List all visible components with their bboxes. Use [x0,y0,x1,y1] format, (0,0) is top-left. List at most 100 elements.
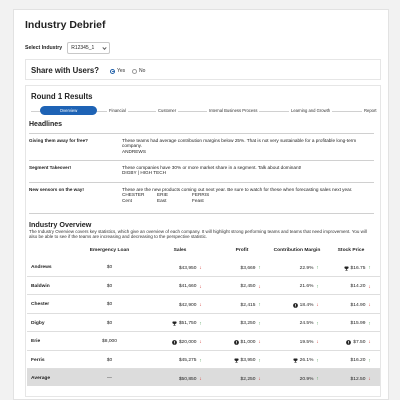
industry-select-value: R12345_1 [71,45,95,51]
table-row: Ferris $0 $45,275 ↑ $3,950 ↑ 26.1% ↑ $16.20 ↑ [27,351,380,369]
emergency-loan-cell: $0 [87,302,132,307]
col-profit: Profit [235,248,249,253]
sales-cell: $43,950 ↓ [145,265,203,271]
arrow-up-icon: ↑ [199,357,202,364]
stock-price-cell-value: $14.90 [350,302,366,308]
page-title: Industry Debrief [25,19,106,31]
stock-price-cell: $15.99 ↑ [322,321,372,327]
profit-cell: $3,669 ↑ [202,265,262,271]
stock-price-cell: $14.90 ↓ [322,302,372,308]
profit-cell-value: $2,415 [240,302,256,308]
stock-price-cell-value: $16.75 [350,265,366,271]
radio-selected-icon [110,68,115,74]
profit-cell: $2,450 ↓ [202,284,262,290]
headline-teams: DIGBY | HIGH TECH [122,170,167,176]
sales-cell: $41,660 ↓ [145,284,203,290]
arrow-down-icon: ↓ [368,283,371,290]
alert-icon [346,339,352,345]
headline-row: Giving them away for free? These teams h… [29,133,374,159]
trophy-icon [292,358,298,363]
emergency-loan-cell-value: $0 [106,302,113,307]
tab-learning-and-growth[interactable]: Learning and Growth [289,106,333,115]
sales-cell-value: $45,275 [178,358,197,363]
headline-heading: Giving them away for free? [29,138,88,143]
alert-icon [233,339,239,345]
share-panel: Share with Users? Yes No [25,59,381,80]
col-sales: Sales [173,248,187,253]
arrow-up-icon: ↑ [258,320,261,327]
trophy-icon [343,266,349,271]
company-name: Andrews [31,265,52,270]
stock-price-cell-value: $15.99 [350,321,366,326]
arrow-down-icon: ↓ [368,302,371,308]
headlines-title: Headlines [29,121,63,128]
product-name: Feast [192,197,204,203]
industry-overview-table: Emergency Loan Sales Profit Contribution… [27,246,380,386]
tab-overview[interactable]: Overview [40,106,97,115]
company-name: Baldwin [31,283,50,289]
chevron-down-icon [102,45,107,50]
industry-overview-title: Industry Overview [29,220,92,229]
emergency-loan-cell: $8,000 [87,339,132,344]
profit-cell: $1,000 ↓ [202,339,262,345]
sales-cell-value: $42,900 [178,302,197,308]
product-name: Cent [122,197,132,203]
share-no-radio[interactable]: No [132,68,145,74]
margin-cell-value: 20.9% [299,376,314,382]
emergency-loan-cell-value: $0 [106,265,113,270]
trophy-icon [171,321,177,326]
emergency-loan-cell-value: $0 [106,283,113,289]
average-row: Average — $50,850 ↓ $2,250 ↓ 20.9% ↑ $12.50 ↓ [27,369,380,386]
industry-select[interactable]: R12345_1 [67,42,111,54]
arrow-up-icon: ↑ [316,376,319,382]
margin-cell: 20.9% ↑ [271,376,320,382]
tab-report[interactable]: Report [362,106,379,115]
arrow-down-icon: ↓ [368,376,371,382]
tab-customer[interactable]: Customer [156,106,179,115]
tab-internal-business-process[interactable]: Internal Business Process [207,106,260,115]
emergency-loan-cell-value: $0 [106,357,113,363]
profit-cell-value: $3,250 [240,321,256,326]
arrow-up-icon: ↑ [199,320,202,327]
col-contribution-margin: Contribution Margin [273,248,321,253]
margin-cell: 24.5% ↑ [271,321,320,327]
headline-text: These are the new products coming out ne… [122,187,353,192]
tab-financial[interactable]: Financial [107,106,128,115]
arrow-down-icon: ↓ [368,339,371,345]
headline-teams: ANDREWS [122,148,146,154]
round-title: Round 1 Results [31,92,93,101]
share-yes-label: Yes [117,68,126,74]
company-name: Digby [31,320,45,326]
emergency-loan-cell: $0 [87,265,132,270]
industry-select-label: Select Industry [25,45,63,51]
margin-cell: 22.9% ↑ [271,265,320,271]
share-label: Share with Users? [31,66,100,75]
stock-price-cell-value: $14.20 [350,284,366,289]
headline-body: These companies have 30% or more market … [122,165,372,176]
company-name: Chester [31,302,50,307]
profit-cell: $3,950 ↑ [202,358,262,364]
margin-cell-value: 26.1% [299,358,314,363]
margin-cell-value: 22.9% [299,265,314,271]
trophy-icon [233,358,239,363]
sales-cell: $20,000 ↓ [145,339,203,345]
stock-price-cell-value: $7.50 [353,339,366,345]
arrow-down-icon: ↓ [199,339,202,345]
stock-price-cell: $14.20 ↓ [322,284,372,290]
arrow-up-icon: ↑ [258,265,261,271]
share-yes-radio[interactable]: Yes [110,68,125,74]
team-name: CHESTER [122,192,145,198]
margin-cell-value: 21.6% [299,284,314,289]
share-no-label: No [139,68,146,74]
results-tabs: Overview Financial Customer Internal Bus… [26,106,382,116]
team-name: ERIE [157,192,168,198]
emergency-loan-cell-value: $0 [106,320,113,326]
round-results-panel: Round 1 Results Overview Financial Custo… [25,85,381,397]
debrief-page: Industry Debrief Select Industry R12345_… [13,9,389,400]
headline-body: These teams had average contribution mar… [122,138,372,154]
arrow-up-icon: ↑ [258,357,261,364]
arrow-down-icon: ↓ [199,265,202,271]
company-name: Average [31,376,51,381]
profit-cell: $3,250 ↑ [202,321,262,327]
sales-cell-value: $43,950 [178,265,197,271]
